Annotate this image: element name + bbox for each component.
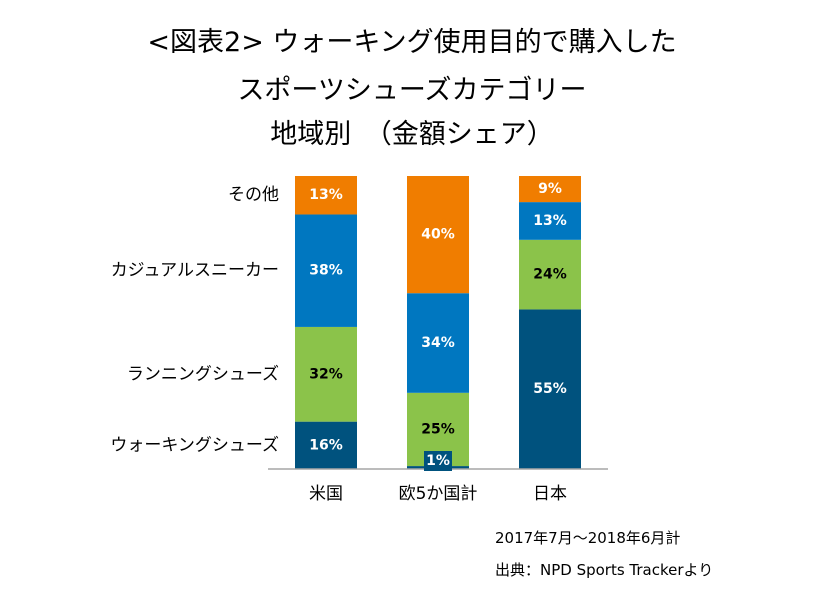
data-label-0-2: 38% <box>309 263 343 279</box>
bar-segment-1-2 <box>407 293 469 393</box>
data-label-0-3: 13% <box>309 187 343 203</box>
legend-label-2: カジュアルスニーカー <box>111 261 279 281</box>
stacked-bar-chart: 16% 32% 38% 13% 米国 1% 25% 34% 40% 欧5か国計 55% 24% 13% 9… <box>110 176 608 504</box>
data-label-1-2: 34% <box>421 335 455 351</box>
legend-label-3: その他 <box>228 185 279 205</box>
data-label-1-3: 40% <box>421 227 455 243</box>
bar-segment-0-2 <box>295 214 357 327</box>
x-tick-label-2: 日本 <box>533 484 567 504</box>
legend-label-1: ランニングシューズ <box>127 364 279 384</box>
data-label-2-1: 24% <box>533 267 567 283</box>
source-note: 出典：NPD Sports Trackerより <box>495 561 714 579</box>
bar-segment-1-3 <box>407 176 469 294</box>
bar-segment-0-0 <box>295 421 357 469</box>
chart-title-line-3: 地域別 （金額シェア） <box>270 119 554 150</box>
data-label-0-0: 16% <box>309 437 343 453</box>
bar-segment-2-2 <box>519 202 581 240</box>
data-label-1-0: 1% <box>426 453 450 469</box>
data-label-1-1: 25% <box>421 421 455 437</box>
data-label-2-2: 13% <box>533 213 567 229</box>
x-tick-label-1: 欧5か国計 <box>399 484 478 504</box>
chart-title-line-2: スポーツシューズカテゴリー <box>237 75 587 106</box>
bar-segment-2-3 <box>519 176 581 203</box>
bar-segment-2-0 <box>519 309 581 469</box>
bar-segment-0-1 <box>295 326 357 422</box>
data-label-2-0: 55% <box>533 381 567 397</box>
bar-segment-2-1 <box>519 239 581 310</box>
period-note: 2017年7月～2018年6月計 <box>495 529 681 547</box>
data-label-box-1-0 <box>424 451 452 471</box>
legend-label-0: ウォーキングシューズ <box>110 435 279 455</box>
chart-title-line-1: <図表2> ウォーキング使用目的で購入した <box>147 27 677 58</box>
data-label-2-3: 9% <box>538 181 562 197</box>
x-tick-label-0: 米国 <box>309 484 343 504</box>
bar-segment-0-3 <box>295 176 357 215</box>
data-label-0-1: 32% <box>309 366 343 382</box>
